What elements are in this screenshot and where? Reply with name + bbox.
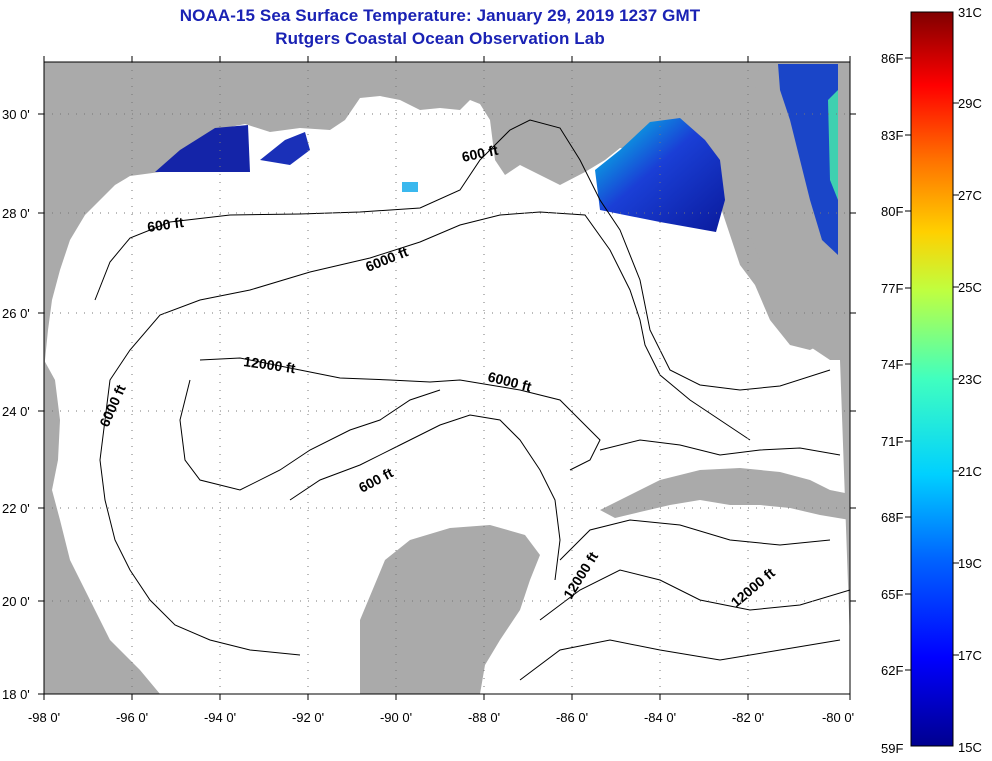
lon-label-86: -86 0' bbox=[556, 710, 588, 725]
colorbar-label-25c: 25C bbox=[958, 280, 982, 295]
sst-swath-texas-louisiana bbox=[155, 125, 250, 172]
sst-patch-mississippi bbox=[402, 182, 418, 192]
contour-caribbean-2 bbox=[539, 569, 850, 621]
lon-label-82: -82 0' bbox=[732, 710, 764, 725]
contour-12000ft-inner bbox=[179, 379, 441, 491]
colorbar-label-29c: 29C bbox=[958, 96, 982, 111]
contour-label-600ft-1: 600 ft bbox=[146, 214, 185, 235]
plot-frame bbox=[43, 61, 851, 695]
colorbar-label-77f: 77F bbox=[881, 281, 904, 296]
lon-label-88: -88 0' bbox=[468, 710, 500, 725]
colorbar-label-83f: 83F bbox=[881, 128, 904, 143]
colorbar-label-27c: 27C bbox=[958, 188, 982, 203]
colorbar-label-86f: 86F bbox=[881, 51, 904, 66]
contour-caribbean-3 bbox=[519, 639, 841, 681]
colorbar-label-31c: 31C bbox=[958, 5, 982, 20]
lat-label-22: 22 0' bbox=[2, 501, 30, 516]
colorbar bbox=[910, 11, 954, 747]
lat-label-18: 18 0' bbox=[2, 687, 30, 702]
sst-warm-strip bbox=[828, 90, 838, 200]
lat-label-24: 24 0' bbox=[2, 404, 30, 419]
contour-600ft-north bbox=[94, 119, 831, 391]
sst-swath-florida-atlantic bbox=[778, 64, 838, 255]
contour-caribbean-1 bbox=[559, 519, 831, 561]
colorbar-label-21c: 21C bbox=[958, 464, 982, 479]
colorbar-label-17c: 17C bbox=[958, 648, 982, 663]
colorbar-label-68f: 68F bbox=[881, 510, 904, 525]
colorbar-label-15c: 15C bbox=[958, 740, 982, 755]
lon-label-92: -92 0' bbox=[292, 710, 324, 725]
lon-label-94: -94 0' bbox=[204, 710, 236, 725]
lon-label-90: -90 0' bbox=[380, 710, 412, 725]
contour-caribbean-4 bbox=[599, 439, 841, 456]
colorbar-label-23c: 23C bbox=[958, 372, 982, 387]
land-mexico-west bbox=[44, 360, 160, 694]
contour-6000ft bbox=[104, 211, 751, 441]
colorbar-label-74f: 74F bbox=[881, 357, 904, 372]
contour-6000ft-west bbox=[99, 419, 301, 656]
land-yucatan bbox=[360, 525, 540, 694]
lon-label-84: -84 0' bbox=[644, 710, 676, 725]
colorbar-label-19c: 19C bbox=[958, 556, 982, 571]
tick-marks bbox=[38, 56, 856, 700]
lat-label-20: 20 0' bbox=[2, 594, 30, 609]
map-title: NOAA-15 Sea Surface Temperature: January… bbox=[179, 6, 701, 25]
sst-swath-louisiana bbox=[260, 132, 310, 165]
lon-label-80: -80 0' bbox=[822, 710, 854, 725]
lat-label-28: 28 0' bbox=[2, 206, 30, 221]
colorbar-ticks bbox=[905, 57, 959, 671]
contour-label-12000ft-1: 12000 ft bbox=[243, 353, 297, 376]
lon-label-96: -96 0' bbox=[116, 710, 148, 725]
land-cuba bbox=[600, 468, 850, 520]
lat-label-26: 26 0' bbox=[2, 306, 30, 321]
map-subtitle: Rutgers Coastal Ocean Observation Lab bbox=[275, 29, 605, 48]
colorbar-label-80f: 80F bbox=[881, 204, 904, 219]
contour-12000ft bbox=[199, 357, 601, 471]
lon-label-98: -98 0' bbox=[28, 710, 60, 725]
colorbar-label-65f: 65F bbox=[881, 587, 904, 602]
colorbar-label-59f: 59F bbox=[881, 741, 904, 756]
contour-600ft-south bbox=[289, 414, 561, 581]
colorbar-label-71f: 71F bbox=[881, 434, 904, 449]
colorbar-label-62f: 62F bbox=[881, 663, 904, 678]
contour-label-600ft-2: 600 ft bbox=[460, 142, 499, 165]
lat-label-30: 30 0' bbox=[2, 107, 30, 122]
